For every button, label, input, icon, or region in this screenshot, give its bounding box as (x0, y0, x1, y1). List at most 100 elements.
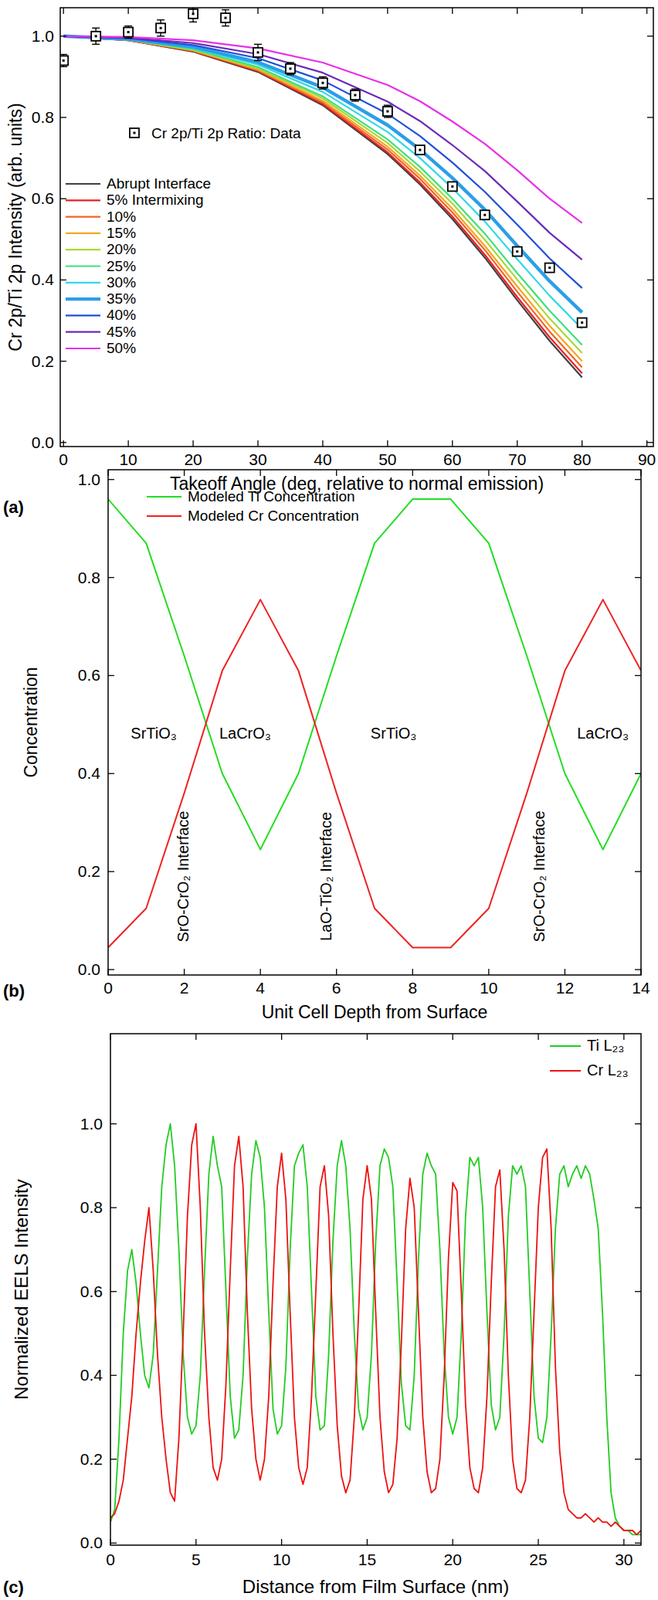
x-tick (386, 440, 388, 447)
legend-label: 15% (106, 224, 136, 241)
y-tick-right (634, 1374, 642, 1376)
x-tick-top (259, 469, 261, 476)
data-point (188, 7, 198, 22)
error-cap (91, 44, 100, 45)
panel: 0510152025300.00.20.40.60.81.0Distance f… (3, 1033, 642, 1597)
legend-swatch (65, 248, 101, 251)
legend: Cr 2p/Ti 2p Ratio: DataAbrupt Interface5… (65, 125, 302, 357)
legend-swatch (65, 216, 101, 218)
error-bar (224, 10, 226, 27)
x-tick (257, 440, 258, 447)
panel: 01020304050607080900.00.20.40.60.81.0Tak… (3, 5, 656, 517)
y-tick-right (647, 198, 654, 200)
y-tick-right (647, 279, 654, 281)
error-cap (60, 66, 68, 68)
marker (545, 263, 555, 273)
x-tick (335, 968, 337, 975)
x-tick-top (452, 1033, 454, 1040)
y-tick-label: 0.0 (80, 1533, 103, 1551)
x-tick (63, 440, 65, 447)
y-tick (110, 1290, 117, 1292)
legend-label: 30% (106, 274, 136, 291)
series-line (63, 36, 582, 353)
marker-dot (224, 16, 228, 20)
x-tick-label: 30 (614, 1550, 633, 1568)
y-tick (108, 773, 115, 774)
marker-dot (94, 34, 98, 38)
marker-dot (159, 27, 163, 30)
data-point (415, 145, 425, 155)
plot-frame (60, 7, 654, 447)
error-cap (189, 21, 197, 23)
x-axis-title: Unit Cell Depth from Surface (261, 1001, 489, 1022)
error-cap (351, 100, 360, 102)
x-tick-label: 40 (313, 450, 332, 469)
x-tick-label: 50 (378, 450, 397, 469)
x-tick (623, 1538, 625, 1545)
marker-dot (548, 266, 551, 269)
series-line (108, 498, 642, 850)
plot-data (60, 7, 587, 378)
legend-label: Abrupt Interface (106, 175, 211, 192)
marker (318, 78, 328, 88)
marker-dot (353, 94, 357, 97)
x-tick-label: 14 (631, 978, 651, 997)
x-tick-label: 2 (179, 978, 190, 997)
x-tick (366, 1538, 368, 1545)
legend-swatch (65, 264, 101, 267)
error-bar (159, 20, 161, 37)
y-tick (110, 1542, 117, 1544)
marker (383, 106, 393, 116)
legend-label: 45% (106, 323, 136, 340)
legend-label: Cr L₂₃ (586, 1061, 629, 1079)
marker-dot (483, 213, 486, 217)
series-line (110, 1123, 642, 1535)
legend-swatch (146, 495, 182, 498)
y-tick-right (634, 968, 642, 970)
interface-label: SrO-CrO₂ Interface (174, 810, 192, 942)
x-tick-label: 70 (508, 450, 526, 469)
legend: Modeled Ti ConcentrationModeled Cr Conce… (146, 488, 360, 524)
x-tick (488, 968, 489, 975)
error-cap (156, 19, 165, 21)
data-point (220, 10, 231, 27)
x-tick-top (386, 7, 388, 14)
series-line (63, 36, 582, 346)
marker-dot (257, 50, 260, 54)
marker-dot (127, 30, 130, 34)
x-axis-title: Distance from Film Surface (nm) (242, 1575, 509, 1597)
x-tick-top (366, 1033, 368, 1040)
data-point (285, 62, 296, 75)
y-tick-label: 0.8 (80, 1197, 103, 1216)
y-tick-label: 1.0 (80, 1114, 103, 1133)
x-tick-top (281, 1033, 282, 1040)
x-tick-top (516, 7, 518, 14)
marker (91, 31, 101, 41)
x-tick-label: 0 (105, 1550, 116, 1568)
y-tick (60, 441, 67, 443)
error-bar (192, 7, 194, 22)
marker (253, 47, 263, 58)
marker (285, 64, 296, 74)
y-axis-title: Concentration (20, 666, 41, 777)
panel-label: (a) (3, 497, 24, 517)
marker-dot (386, 110, 389, 113)
x-tick-label: 0 (103, 978, 113, 997)
legend-label: 35% (106, 290, 136, 307)
error-cap (351, 88, 360, 89)
legend-swatch (65, 199, 101, 201)
y-tick-label: 1.0 (78, 470, 101, 489)
annotation: SrTiO₃ (130, 724, 177, 742)
x-tick-top (322, 7, 323, 14)
error-bar (94, 27, 96, 45)
y-tick-label: 0.2 (31, 352, 55, 370)
x-tick-label: 30 (248, 450, 267, 469)
legend-marker-dot (133, 132, 136, 135)
marker (577, 318, 587, 328)
y-tick-label: 0.0 (78, 959, 101, 978)
x-tick (537, 1538, 539, 1545)
x-tick (451, 440, 453, 447)
y-tick (108, 674, 115, 676)
x-tick-top (412, 469, 414, 476)
error-cap (91, 27, 100, 29)
